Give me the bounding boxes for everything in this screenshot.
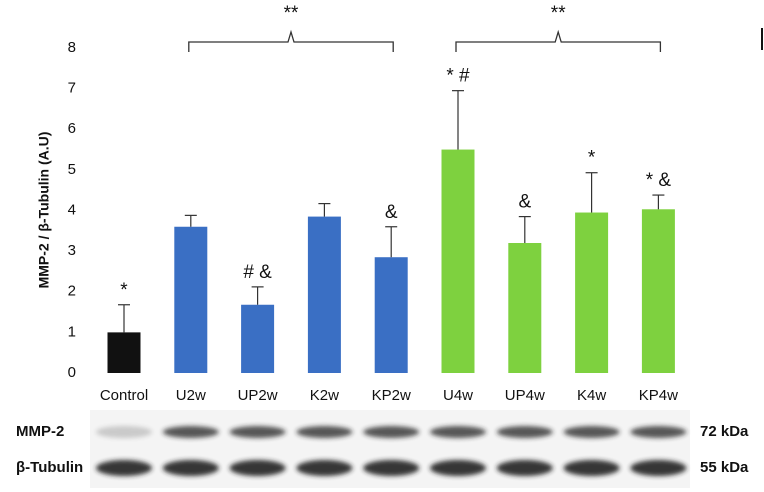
x-tick-label: UP2w bbox=[238, 387, 278, 404]
bar bbox=[174, 226, 208, 373]
y-tick-label: 8 bbox=[68, 39, 76, 56]
significance-label: * bbox=[120, 280, 128, 301]
blot-size-label: 72 kDa bbox=[700, 423, 749, 440]
y-tick-label: 6 bbox=[68, 120, 76, 137]
blot-band bbox=[563, 460, 620, 476]
x-tick-label: KP4w bbox=[639, 387, 678, 404]
y-tick-label: 2 bbox=[68, 283, 76, 300]
blot-band bbox=[430, 426, 486, 438]
y-tick-label: 1 bbox=[68, 323, 76, 340]
blot-band bbox=[162, 460, 219, 476]
bar bbox=[441, 149, 475, 373]
error-bar bbox=[652, 194, 665, 210]
error-bar bbox=[318, 202, 331, 217]
significance-label: * & bbox=[646, 170, 672, 191]
blot-row-label: MMP-2 bbox=[16, 423, 64, 440]
blot-band bbox=[96, 460, 152, 476]
x-tick-label: UP4w bbox=[505, 387, 545, 404]
bar bbox=[241, 304, 275, 373]
blot-row-label: β-Tubulin bbox=[16, 459, 83, 476]
blot-band bbox=[162, 426, 219, 438]
blot-band bbox=[496, 426, 553, 438]
blot-band bbox=[229, 426, 286, 438]
blot-band bbox=[630, 426, 687, 438]
y-tick-label: 7 bbox=[68, 80, 76, 97]
blot-band bbox=[296, 460, 353, 476]
blot-band bbox=[229, 460, 286, 476]
error-bar bbox=[385, 226, 398, 258]
error-bar bbox=[184, 214, 197, 227]
blot-band bbox=[363, 460, 420, 476]
bar bbox=[508, 243, 542, 373]
bracket-label: ** bbox=[551, 3, 566, 24]
error-bar bbox=[452, 90, 464, 150]
y-tick-label: 0 bbox=[68, 364, 76, 381]
blot-band bbox=[96, 426, 152, 438]
bar bbox=[575, 212, 609, 373]
bar bbox=[107, 332, 141, 373]
blot-background bbox=[90, 410, 690, 488]
error-bar bbox=[118, 304, 130, 333]
blot-band bbox=[563, 426, 620, 438]
significance-label: * # bbox=[446, 66, 470, 87]
y-tick-label: 3 bbox=[68, 242, 76, 259]
bar bbox=[374, 257, 408, 373]
blot-band bbox=[296, 426, 353, 438]
bracket-label: ** bbox=[284, 3, 299, 24]
x-tick-label: U2w bbox=[176, 387, 206, 404]
error-bar bbox=[585, 172, 598, 213]
significance-label: & bbox=[385, 202, 398, 223]
blot-band bbox=[363, 426, 420, 438]
x-tick-label: K4w bbox=[577, 387, 606, 404]
x-tick-label: U4w bbox=[443, 387, 473, 404]
significance-label: # & bbox=[243, 262, 272, 283]
blot-band bbox=[430, 460, 486, 476]
y-tick-label: 4 bbox=[68, 201, 76, 218]
x-tick-label: K2w bbox=[310, 387, 339, 404]
significance-label: & bbox=[518, 192, 531, 213]
significance-label: * bbox=[588, 148, 596, 169]
error-bar bbox=[518, 215, 531, 243]
bar bbox=[641, 209, 675, 373]
blot-band bbox=[496, 460, 553, 476]
x-tick-label: Control bbox=[100, 387, 148, 404]
y-axis-label: MMP-2 / β-Tubulin (A.U) bbox=[36, 132, 52, 289]
blot-band bbox=[630, 460, 687, 476]
bracket bbox=[188, 29, 394, 52]
bracket bbox=[455, 29, 662, 52]
y-tick-label: 5 bbox=[68, 161, 76, 178]
error-bar bbox=[251, 286, 264, 305]
x-tick-label: KP2w bbox=[372, 387, 411, 404]
bar bbox=[307, 216, 341, 373]
blot-size-label: 55 kDa bbox=[700, 459, 749, 476]
